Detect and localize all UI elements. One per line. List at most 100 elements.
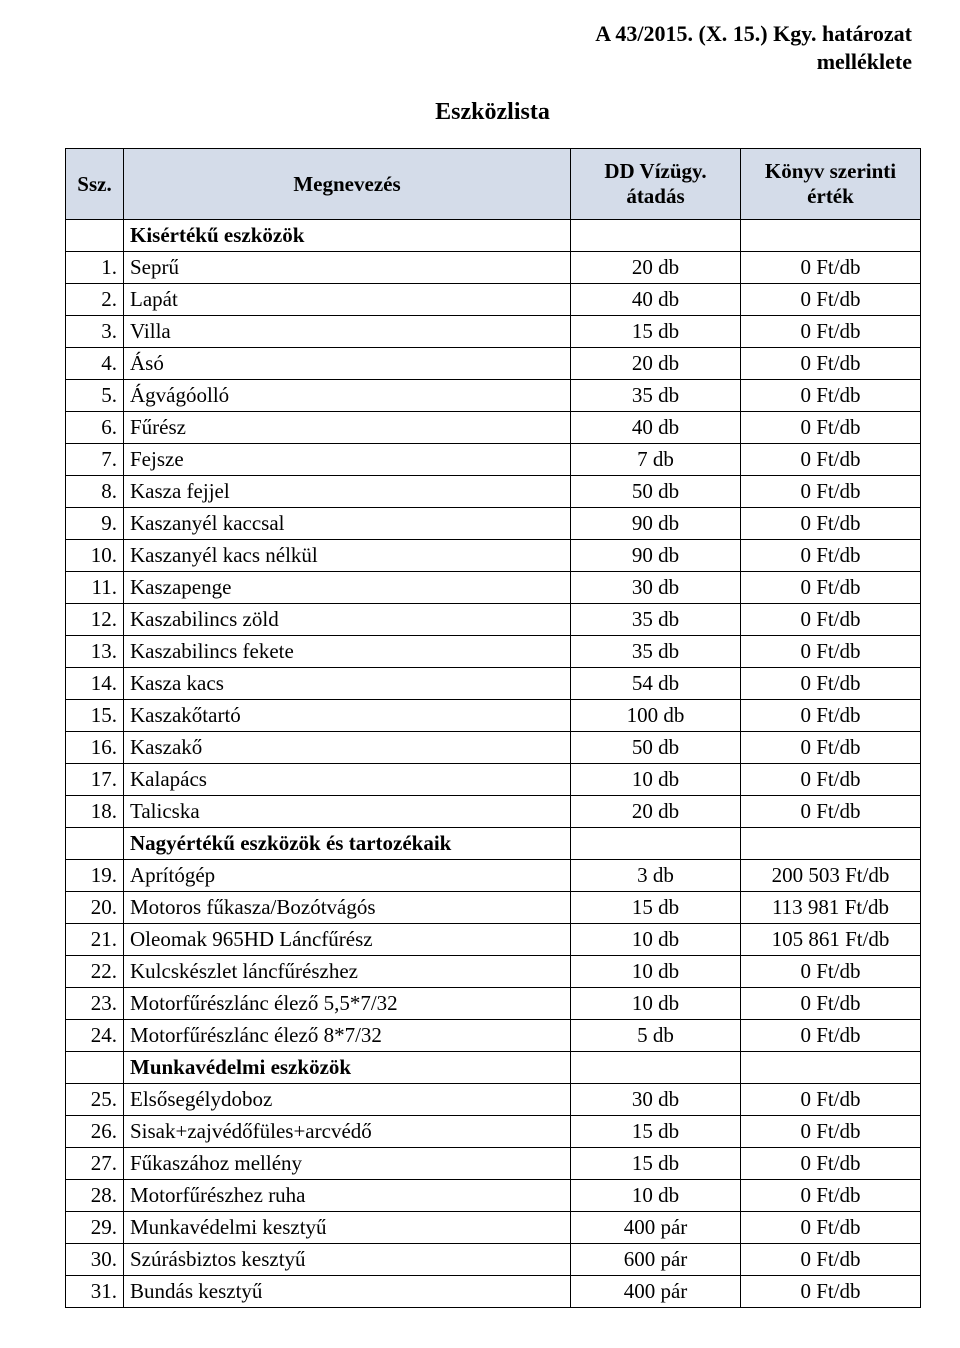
table-row: 29.Munkavédelmi kesztyű400 pár0 Ft/db [66, 1212, 921, 1244]
cell-name: Fűkaszához mellény [124, 1148, 571, 1180]
cell-ssz: 13. [66, 636, 124, 668]
cell-ssz: 18. [66, 796, 124, 828]
cell-val: 0 Ft/db [741, 1116, 921, 1148]
cell-val: 0 Ft/db [741, 252, 921, 284]
cell-ssz: 30. [66, 1244, 124, 1276]
table-row: 11.Kaszapenge30 db0 Ft/db [66, 572, 921, 604]
cell-qty [571, 828, 741, 860]
cell-val: 0 Ft/db [741, 348, 921, 380]
cell-ssz: 25. [66, 1084, 124, 1116]
page: A 43/2015. (X. 15.) Kgy. határozat mellé… [0, 0, 960, 1348]
cell-ssz: 5. [66, 380, 124, 412]
cell-ssz: 6. [66, 412, 124, 444]
cell-ssz [66, 828, 124, 860]
cell-qty: 90 db [571, 540, 741, 572]
cell-qty: 20 db [571, 348, 741, 380]
cell-name: Aprítógép [124, 860, 571, 892]
cell-name: Motorfűrészlánc élező 8*7/32 [124, 1020, 571, 1052]
cell-val: 0 Ft/db [741, 572, 921, 604]
table-row: 12.Kaszabilincs zöld35 db0 Ft/db [66, 604, 921, 636]
cell-val: 0 Ft/db [741, 316, 921, 348]
cell-ssz: 16. [66, 732, 124, 764]
cell-name: Villa [124, 316, 571, 348]
cell-name: Kaszabilincs fekete [124, 636, 571, 668]
cell-ssz: 3. [66, 316, 124, 348]
cell-name: Kaszakő [124, 732, 571, 764]
cell-val: 0 Ft/db [741, 508, 921, 540]
cell-name: Seprű [124, 252, 571, 284]
cell-qty: 40 db [571, 412, 741, 444]
cell-val: 0 Ft/db [741, 732, 921, 764]
cell-qty: 10 db [571, 924, 741, 956]
table-row: 22.Kulcskészlet láncfűrészhez10 db0 Ft/d… [66, 956, 921, 988]
document-header: A 43/2015. (X. 15.) Kgy. határozat mellé… [65, 20, 920, 75]
cell-name: Fejsze [124, 444, 571, 476]
cell-ssz: 8. [66, 476, 124, 508]
cell-qty: 30 db [571, 1084, 741, 1116]
cell-ssz: 14. [66, 668, 124, 700]
table-row: 10.Kaszanyél kacs nélkül90 db0 Ft/db [66, 540, 921, 572]
page-title: Eszközlista [65, 99, 920, 126]
cell-val: 0 Ft/db [741, 604, 921, 636]
table-row: 24.Motorfűrészlánc élező 8*7/325 db0 Ft/… [66, 1020, 921, 1052]
cell-name: Kasza kacs [124, 668, 571, 700]
cell-ssz: 27. [66, 1148, 124, 1180]
cell-qty: 10 db [571, 956, 741, 988]
cell-ssz: 23. [66, 988, 124, 1020]
cell-name: Szúrásbiztos kesztyű [124, 1244, 571, 1276]
cell-val: 0 Ft/db [741, 668, 921, 700]
col-qty-line1: DD Vízügy. [604, 159, 706, 183]
cell-val: 0 Ft/db [741, 1148, 921, 1180]
cell-val: 0 Ft/db [741, 412, 921, 444]
cell-qty: 15 db [571, 892, 741, 924]
cell-ssz: 12. [66, 604, 124, 636]
col-val: Könyv szerinti érték [741, 149, 921, 220]
table-section-row: Nagyértékű eszközök és tartozékaik [66, 828, 921, 860]
cell-name: Sisak+zajvédőfüles+arcvédő [124, 1116, 571, 1148]
cell-ssz: 1. [66, 252, 124, 284]
cell-qty: 3 db [571, 860, 741, 892]
cell-name: Kisértékű eszközök [124, 220, 571, 252]
cell-qty: 15 db [571, 316, 741, 348]
cell-qty: 50 db [571, 732, 741, 764]
table-row: 27.Fűkaszához mellény15 db0 Ft/db [66, 1148, 921, 1180]
cell-name: Elsősegélydoboz [124, 1084, 571, 1116]
table-row: 1.Seprű20 db0 Ft/db [66, 252, 921, 284]
table-row: 23.Motorfűrészlánc élező 5,5*7/3210 db0 … [66, 988, 921, 1020]
cell-qty: 54 db [571, 668, 741, 700]
cell-qty: 35 db [571, 604, 741, 636]
cell-name: Kaszanyél kaccsal [124, 508, 571, 540]
cell-val: 0 Ft/db [741, 444, 921, 476]
cell-val: 0 Ft/db [741, 476, 921, 508]
cell-name: Munkavédelmi eszközök [124, 1052, 571, 1084]
cell-name: Kalapács [124, 764, 571, 796]
table-row: 15.Kaszakőtartó100 db0 Ft/db [66, 700, 921, 732]
cell-val: 0 Ft/db [741, 1212, 921, 1244]
cell-name: Kaszabilincs zöld [124, 604, 571, 636]
cell-ssz: 26. [66, 1116, 124, 1148]
table-row: 30.Szúrásbiztos kesztyű600 pár0 Ft/db [66, 1244, 921, 1276]
cell-name: Ágvágóolló [124, 380, 571, 412]
cell-name: Kaszakőtartó [124, 700, 571, 732]
cell-ssz: 7. [66, 444, 124, 476]
table-row: 31.Bundás kesztyű400 pár0 Ft/db [66, 1276, 921, 1308]
cell-name: Nagyértékű eszközök és tartozékaik [124, 828, 571, 860]
cell-name: Kaszapenge [124, 572, 571, 604]
table-row: 20.Motoros fűkasza/Bozótvágós15 db113 98… [66, 892, 921, 924]
cell-val: 0 Ft/db [741, 956, 921, 988]
table-row: 8.Kasza fejjel50 db0 Ft/db [66, 476, 921, 508]
cell-ssz: 10. [66, 540, 124, 572]
cell-ssz [66, 1052, 124, 1084]
cell-qty: 15 db [571, 1116, 741, 1148]
cell-name: Motorfűrészhez ruha [124, 1180, 571, 1212]
cell-name: Oleomak 965HD Láncfűrész [124, 924, 571, 956]
cell-qty: 400 pár [571, 1276, 741, 1308]
cell-val: 0 Ft/db [741, 380, 921, 412]
cell-qty: 400 pár [571, 1212, 741, 1244]
cell-qty: 40 db [571, 284, 741, 316]
cell-qty: 90 db [571, 508, 741, 540]
cell-val: 0 Ft/db [741, 700, 921, 732]
table-row: 16.Kaszakő50 db0 Ft/db [66, 732, 921, 764]
cell-ssz: 11. [66, 572, 124, 604]
table-row: 21.Oleomak 965HD Láncfűrész10 db105 861 … [66, 924, 921, 956]
